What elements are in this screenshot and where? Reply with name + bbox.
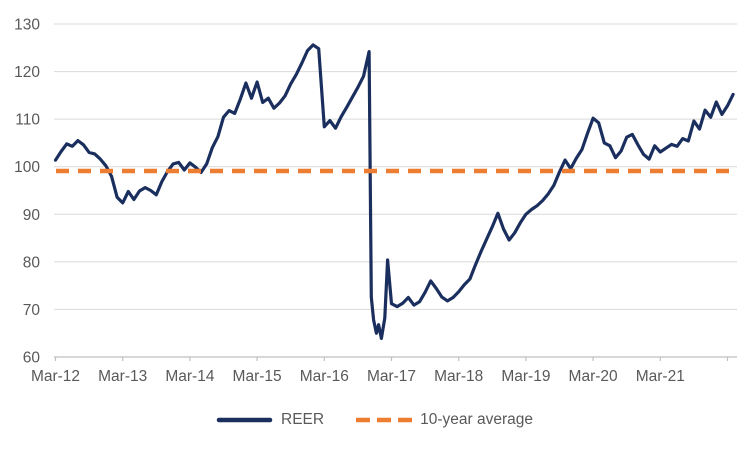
y-tick-label: 120 xyxy=(14,64,40,81)
x-tick-label: Mar-21 xyxy=(636,368,685,385)
reer-line-swatch-icon xyxy=(216,417,273,423)
y-tick-label: 110 xyxy=(15,112,40,129)
y-tick-label: 90 xyxy=(23,207,41,224)
y-tick-label: 70 xyxy=(23,302,41,319)
legend-item-average: 10-year average xyxy=(356,412,533,428)
y-tick-label: 100 xyxy=(14,159,40,176)
x-tick-label: Mar-19 xyxy=(501,368,550,385)
y-tick-label: 130 xyxy=(14,17,40,34)
chart-legend: REER 10-year average xyxy=(0,405,749,435)
x-tick-label: Mar-17 xyxy=(367,368,416,385)
x-tick-label: Mar-13 xyxy=(98,368,147,385)
average-dashed-swatch-icon xyxy=(356,417,413,423)
x-tick-label: Mar-14 xyxy=(165,368,214,385)
x-tick-label: Mar-18 xyxy=(434,368,483,385)
x-tick-label: Mar-12 xyxy=(31,368,80,385)
x-tick-label: Mar-20 xyxy=(569,368,618,385)
x-tick-label: Mar-16 xyxy=(300,368,349,385)
y-tick-label: 80 xyxy=(23,254,41,271)
reer-series-line xyxy=(53,43,735,340)
legend-item-reer: REER xyxy=(216,412,324,428)
x-tick-label: Mar-15 xyxy=(233,368,282,385)
legend-label-reer: REER xyxy=(281,411,325,429)
legend-label-average: 10-year average xyxy=(420,411,533,429)
y-tick-label: 60 xyxy=(23,350,41,367)
reer-line-chart: 60 70 80 90 100 110 120 130 Mar-12 Mar-13 Mar-14 Ma… xyxy=(14,17,737,385)
